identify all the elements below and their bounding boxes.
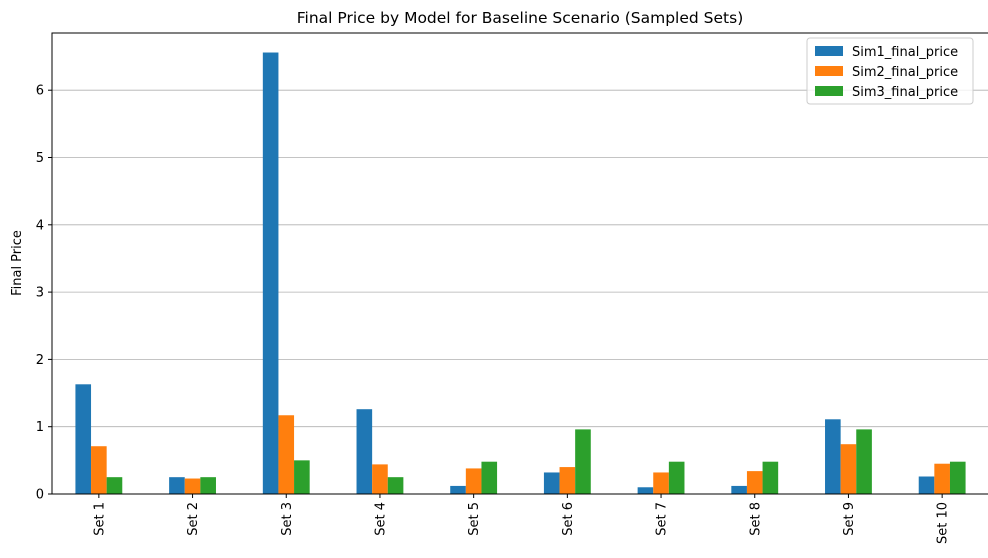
bar-Sim1_final_price-set-10 xyxy=(918,476,935,494)
bar-Sim3_final_price-set-2 xyxy=(200,477,216,494)
bar-Sim1_final_price-set-7 xyxy=(637,487,654,494)
x-tick-label: Set 3 xyxy=(280,502,295,536)
bar-Sim1_final_price-set-8 xyxy=(731,485,747,494)
y-axis: 0 1 2 3 4 5 6 xyxy=(36,84,52,503)
bar-Sim3_final_price-set-3 xyxy=(294,460,310,494)
bar-Sim2_final_price-set-8 xyxy=(746,471,763,494)
bar-Sim2_final_price-set-1 xyxy=(91,446,107,494)
y-axis-label: Final Price xyxy=(10,230,25,296)
gridlines xyxy=(52,89,988,428)
bar-Sim2_final_price-set-10 xyxy=(934,463,950,494)
x-tick-label: Set 5 xyxy=(467,502,482,536)
bar-Sim1_final_price-set-3 xyxy=(262,52,279,495)
bar-Sim2_final_price-set-3 xyxy=(278,415,295,494)
legend-swatch xyxy=(815,66,843,76)
x-axis: Set 1 Set 2 Set 3 Set 4 Set 5 Set 6 Set 7 Set 8… xyxy=(92,494,951,544)
bar-Sim3_final_price-set-1 xyxy=(106,477,123,494)
x-tick-label: Set 7 xyxy=(655,502,670,536)
plot-frame xyxy=(51,32,988,495)
bar-Sim2_final_price-set-7 xyxy=(653,472,669,494)
legend-swatch xyxy=(815,46,843,56)
bar-Sim3_final_price-set-8 xyxy=(762,461,779,494)
bar-Sim1_final_price-set-5 xyxy=(450,485,466,494)
bar-Sim2_final_price-set-9 xyxy=(840,444,857,494)
bar-Sim1_final_price-set-6 xyxy=(543,472,560,494)
bar-Sim3_final_price-set-4 xyxy=(387,477,404,494)
y-tick-label: 5 xyxy=(36,151,44,166)
x-tick-label: Set 2 xyxy=(186,502,201,536)
y-tick-label: 2 xyxy=(36,353,44,368)
y-tick-label: 0 xyxy=(36,488,44,503)
x-tick-label: Set 8 xyxy=(748,502,763,536)
legend-label: Sim3_final_price xyxy=(852,85,958,100)
y-tick-label: 6 xyxy=(36,84,44,99)
bar-Sim2_final_price-set-6 xyxy=(559,467,576,494)
bar-Sim1_final_price-set-4 xyxy=(356,409,373,494)
bar-Sim2_final_price-set-4 xyxy=(372,464,388,494)
bar-Sim1_final_price-set-2 xyxy=(169,477,185,494)
x-tick-label: Set 9 xyxy=(842,502,857,536)
y-tick-label: 4 xyxy=(36,218,44,233)
x-tick-label: Set 1 xyxy=(92,502,107,536)
bar-Sim3_final_price-set-10 xyxy=(949,461,966,494)
legend-label: Sim1_final_price xyxy=(852,45,958,60)
x-tick-label: Set 6 xyxy=(561,502,576,536)
bar-Sim1_final_price-set-9 xyxy=(825,419,841,494)
legend-box xyxy=(806,37,974,105)
x-tick-label: Set 10 xyxy=(936,502,951,544)
y-tick-label: 1 xyxy=(36,420,44,435)
bar-Sim3_final_price-set-6 xyxy=(575,429,591,494)
bars xyxy=(75,52,966,495)
bar-Sim3_final_price-set-7 xyxy=(668,461,685,494)
legend-swatch xyxy=(815,86,843,96)
x-tick-label: Set 4 xyxy=(373,502,388,536)
bar-Sim3_final_price-set-9 xyxy=(856,429,872,494)
bar-Sim3_final_price-set-5 xyxy=(481,461,498,494)
bar-Sim1_final_price-set-1 xyxy=(75,384,92,494)
bar-Sim2_final_price-set-2 xyxy=(184,478,201,494)
legend-label: Sim2_final_price xyxy=(852,65,958,80)
chart-title: Final Price by Model for Baseline Scenar… xyxy=(297,9,744,27)
legend: Sim1_final_price Sim2_final_price Sim3_fin… xyxy=(806,37,974,105)
bar-Sim2_final_price-set-5 xyxy=(465,468,482,494)
y-tick-label: 3 xyxy=(36,286,44,301)
